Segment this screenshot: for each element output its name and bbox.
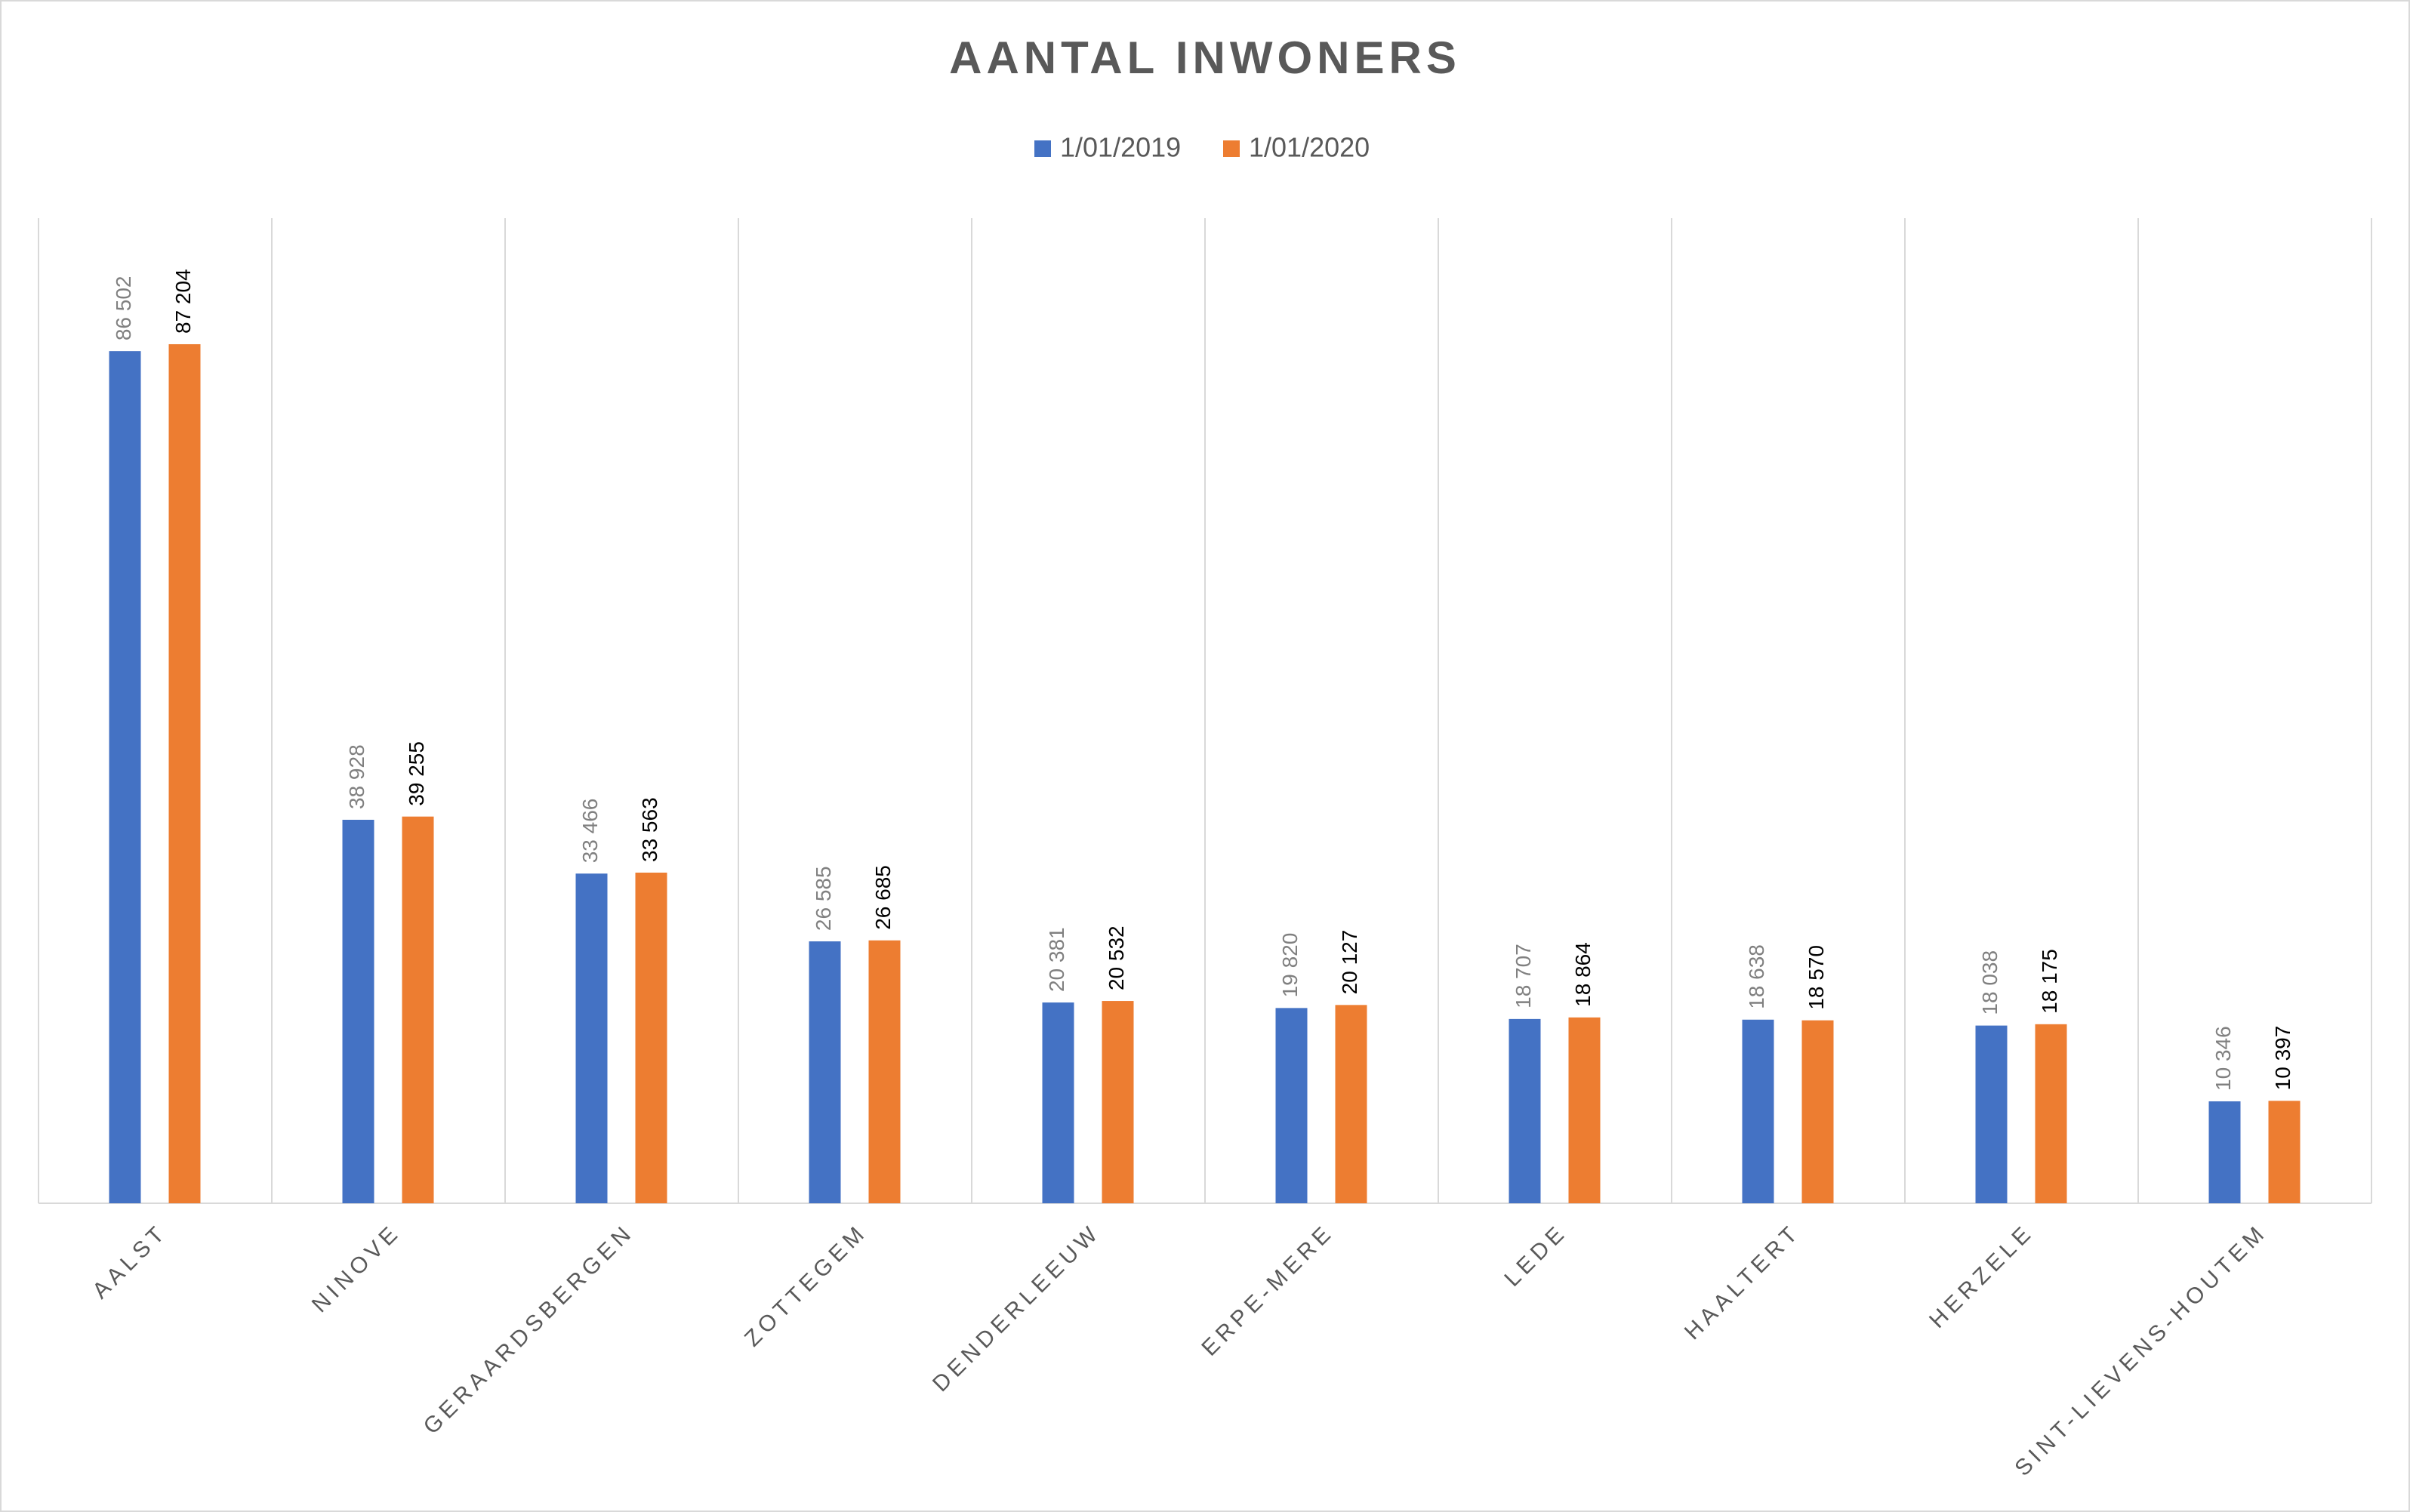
bar — [109, 351, 141, 1203]
value-label: 18 638 — [1745, 944, 1768, 1009]
bar — [1742, 1019, 1774, 1203]
value-label: 26 585 — [812, 866, 835, 931]
bar — [1275, 1008, 1308, 1203]
bar — [1568, 1017, 1601, 1203]
legend-label: 1/01/2020 — [1249, 132, 1370, 163]
value-label: 33 466 — [578, 799, 602, 864]
legend-label: 1/01/2019 — [1060, 132, 1181, 163]
value-label: 18 175 — [2038, 949, 2061, 1014]
bar — [635, 873, 667, 1203]
bar — [868, 940, 901, 1203]
value-label: 18 038 — [1978, 950, 2002, 1015]
bar — [1335, 1005, 1367, 1203]
bar — [168, 343, 201, 1203]
bar — [1042, 1002, 1074, 1203]
value-label: 10 397 — [2271, 1026, 2294, 1091]
bar — [2268, 1101, 2301, 1203]
value-label: 18 707 — [1512, 944, 1535, 1009]
value-label: 10 346 — [2211, 1026, 2235, 1091]
bar — [1975, 1025, 2008, 1203]
bar — [402, 816, 434, 1203]
value-label: 38 928 — [345, 744, 368, 809]
value-label: 20 381 — [1045, 927, 1068, 992]
value-label: 19 820 — [1278, 933, 1302, 998]
value-label: 20 532 — [1105, 925, 1128, 990]
bar — [2208, 1101, 2241, 1203]
bar — [1509, 1018, 1541, 1203]
bar — [1102, 1001, 1134, 1203]
bar — [1801, 1020, 1834, 1203]
value-label: 26 685 — [871, 865, 895, 930]
value-label: 39 255 — [405, 741, 428, 806]
chart-title: AANTAL INWONERS — [949, 32, 1461, 83]
legend-swatch — [1223, 140, 1240, 157]
bar — [2035, 1024, 2067, 1203]
bar — [809, 941, 841, 1203]
value-label: 33 563 — [638, 797, 661, 862]
legend-swatch — [1034, 140, 1051, 157]
value-label: 18 570 — [1804, 945, 1828, 1010]
value-label: 86 502 — [112, 276, 135, 341]
value-label: 87 204 — [171, 269, 195, 334]
value-label: 18 864 — [1571, 942, 1595, 1007]
bar — [342, 819, 374, 1203]
bar — [575, 873, 608, 1203]
value-label: 20 127 — [1338, 930, 1361, 995]
